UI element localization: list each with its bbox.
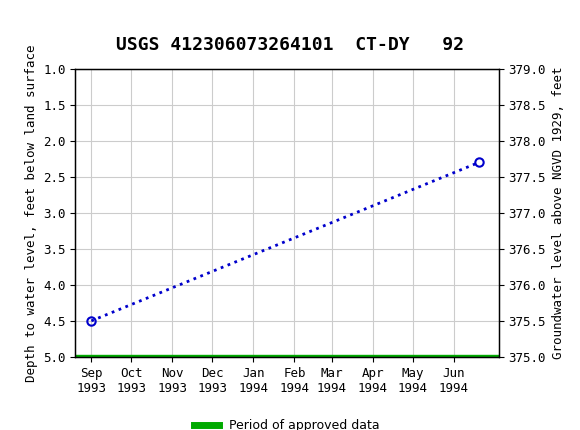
Y-axis label: Groundwater level above NGVD 1929, feet: Groundwater level above NGVD 1929, feet xyxy=(552,67,564,359)
Y-axis label: Depth to water level, feet below land surface: Depth to water level, feet below land su… xyxy=(24,44,38,381)
Legend: Period of approved data: Period of approved data xyxy=(189,414,385,430)
Text: USGS 412306073264101  CT-DY   92: USGS 412306073264101 CT-DY 92 xyxy=(116,36,464,54)
Text: ✕USGS: ✕USGS xyxy=(12,16,78,36)
